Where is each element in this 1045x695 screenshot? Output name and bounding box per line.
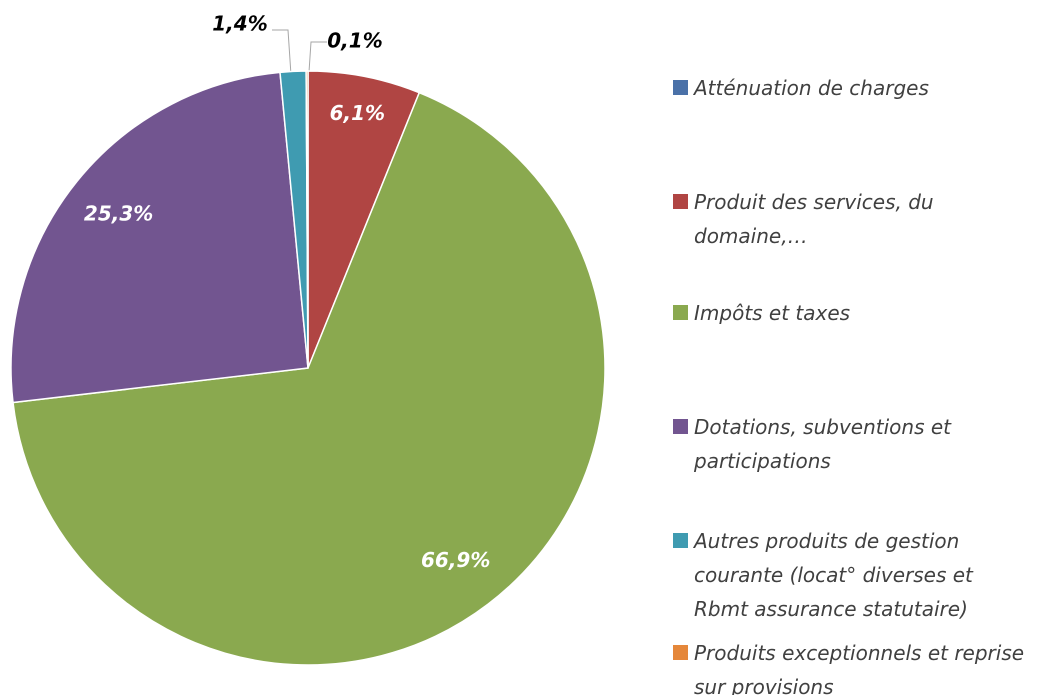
legend-entry: Dotations, subventions et participations [673, 410, 1033, 478]
legend-label: Produit des services, du domaine,… [694, 190, 934, 248]
legend-entry: Produit des services, du domaine,… [673, 185, 1033, 253]
data-label: 66,9% [421, 548, 490, 572]
legend-swatch [673, 80, 688, 95]
legend-swatch [673, 419, 688, 434]
legend-label: Impôts et taxes [694, 301, 851, 325]
legend-label: Produits exceptionnels et reprise sur pr… [694, 641, 1025, 695]
legend-swatch [673, 305, 688, 320]
legend-entry: Produits exceptionnels et reprise sur pr… [673, 636, 1033, 695]
pie-slice [305, 70, 309, 369]
data-label: 6,1% [330, 101, 385, 125]
data-label: 1,4% [212, 12, 267, 36]
data-label: 25,3% [84, 201, 153, 225]
leader-line [272, 29, 292, 76]
legend-entry: Autres produits de gestion courante (loc… [673, 524, 1033, 626]
legend-entry: Impôts et taxes [673, 296, 1033, 330]
data-label: 0,1% [327, 29, 382, 53]
legend-label: Autres produits de gestion courante (loc… [694, 529, 973, 621]
legend-label: Dotations, subventions et participations [694, 415, 952, 473]
pie-slice [12, 91, 606, 666]
legend-swatch [673, 533, 688, 548]
legend-swatch [673, 194, 688, 209]
leader-line [308, 41, 327, 73]
legend-swatch [673, 645, 688, 660]
legend-label: Atténuation de charges [694, 76, 929, 100]
pie-slice [10, 71, 309, 404]
legend-entry: Atténuation de charges [673, 71, 1033, 105]
